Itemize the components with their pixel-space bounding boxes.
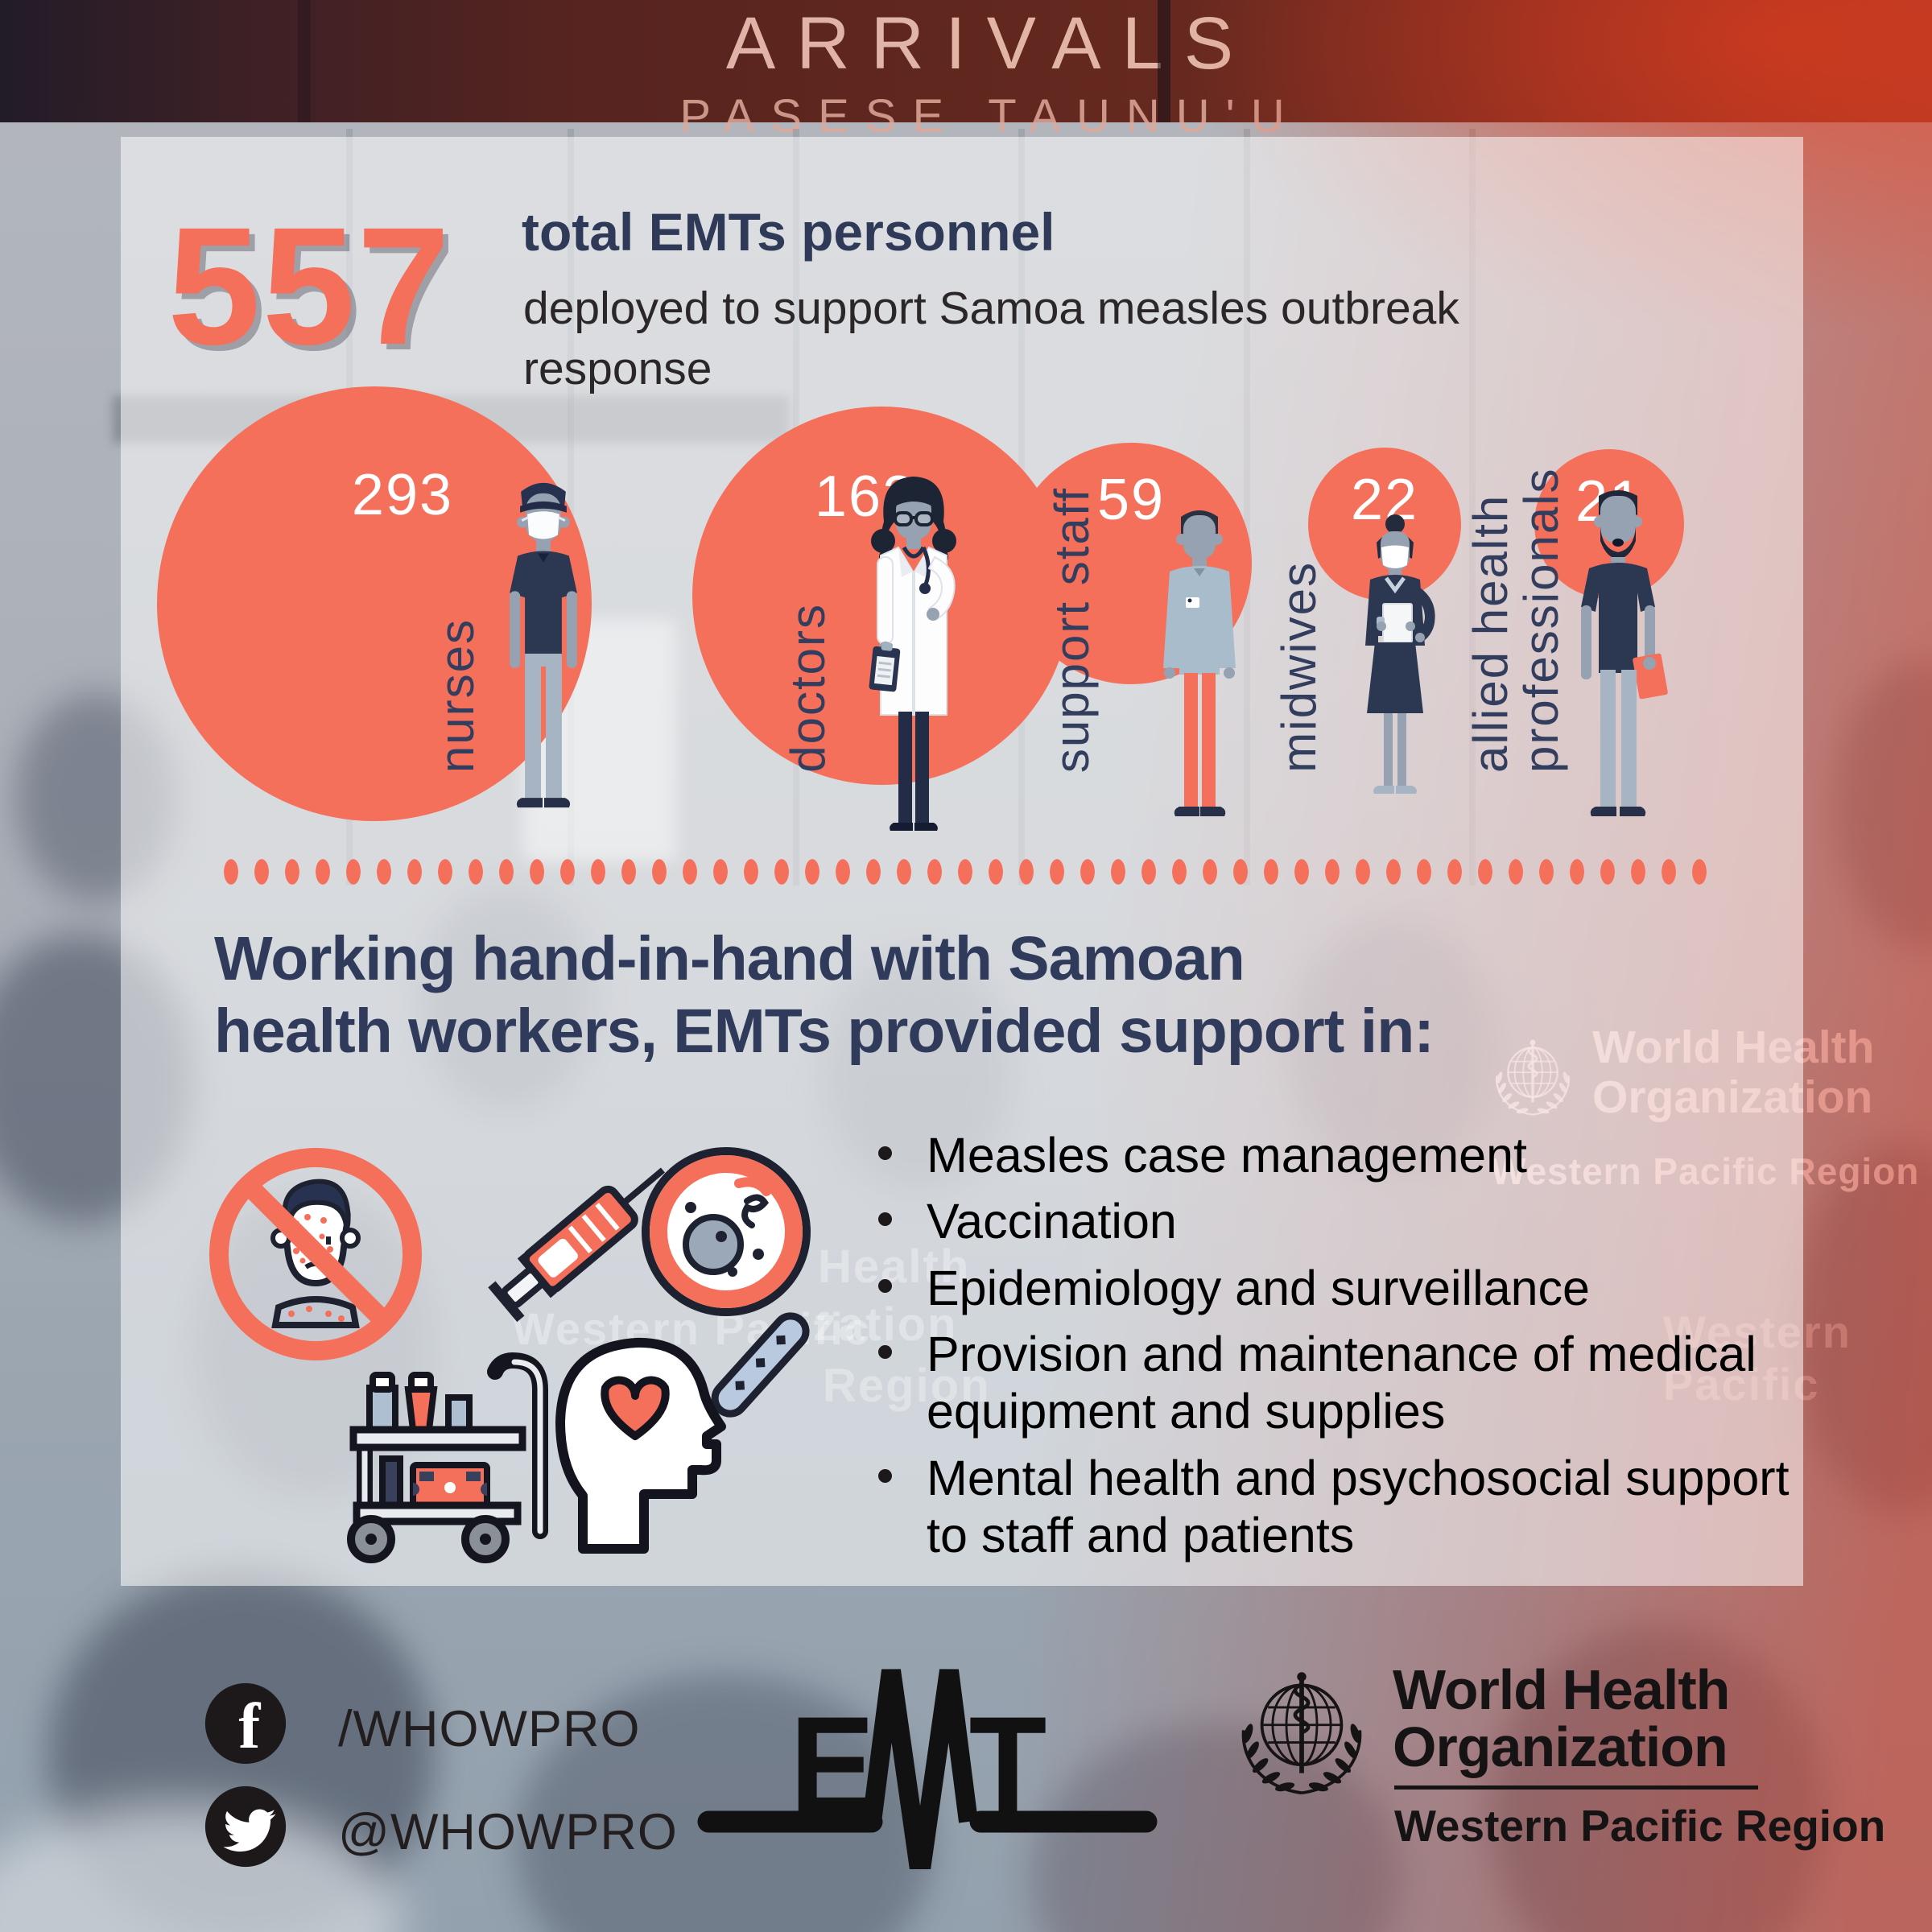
facebook-handle: /WHOWPRO — [338, 1701, 641, 1757]
stat-title: total EMTs personnel — [522, 202, 1055, 262]
dotted-divider — [216, 858, 1717, 886]
bubble-midwives — [1308, 448, 1461, 601]
label-nurses: nurses — [430, 617, 484, 773]
doctor-figure — [869, 477, 956, 831]
section-heading-line2: health workers, EMTs provided support in… — [214, 997, 1435, 1067]
stat-subtitle: deployed to support Samoa measles outbre… — [523, 283, 1459, 394]
emt-logo: E T — [697, 1669, 1158, 1869]
who-emblem — [1225, 1660, 1378, 1813]
bullet-item: Epidemiology and surveillance — [873, 1260, 1791, 1317]
nurse-figure — [510, 482, 577, 808]
no-measles-icon — [209, 1148, 422, 1360]
label-allied-health: allied health professionals — [1463, 467, 1568, 773]
allied-health-figure — [1581, 490, 1668, 816]
emt-letter-e: E — [790, 1688, 875, 1843]
section-heading-line1: Working hand-in-hand with Samoan — [214, 924, 1245, 993]
facebook-glyph: f — [238, 1690, 261, 1762]
support-staff-figure — [1163, 510, 1236, 816]
bullet-item: Mental health and psychosocial support t… — [873, 1450, 1791, 1565]
count-support-staff: 59 — [1096, 468, 1166, 532]
total-count: 557 — [167, 193, 452, 380]
medical-supplies-cart-icon — [347, 1352, 548, 1563]
who-logo-line1: World Health — [1393, 1658, 1730, 1721]
bullet-item: Provision and maintenance of medical equ… — [873, 1326, 1791, 1441]
who-logo-line2: Organization — [1393, 1715, 1728, 1779]
midwife-figure — [1365, 514, 1435, 794]
label-doctors: doctors — [781, 603, 835, 773]
who-logo-name: World Health Organization — [1393, 1658, 1730, 1779]
label-support-staff: support staff — [1045, 486, 1099, 773]
facebook-icon: f — [204, 1682, 287, 1765]
bullet-item: Measles case management — [873, 1127, 1791, 1184]
twitter-icon — [204, 1785, 287, 1868]
mental-health-icon — [555, 1337, 726, 1554]
epidemiology-magnifier-icon — [642, 1147, 811, 1418]
section-heading: Working hand-in-hand with Samoan health … — [214, 923, 1435, 1067]
who-logo-region: Western Pacific Region — [1394, 1801, 1886, 1851]
emt-letter-t: T — [969, 1688, 1047, 1843]
support-bullet-list: Measles case management Vaccination Epid… — [873, 1127, 1791, 1574]
count-midwives: 22 — [1350, 468, 1419, 532]
bullet-item: Vaccination — [873, 1193, 1791, 1250]
who-logo-divider — [1394, 1785, 1758, 1790]
twitter-handle: @WHOWPRO — [338, 1804, 678, 1860]
count-nurses: 293 — [351, 463, 454, 527]
label-midwives: midwives — [1272, 561, 1326, 773]
